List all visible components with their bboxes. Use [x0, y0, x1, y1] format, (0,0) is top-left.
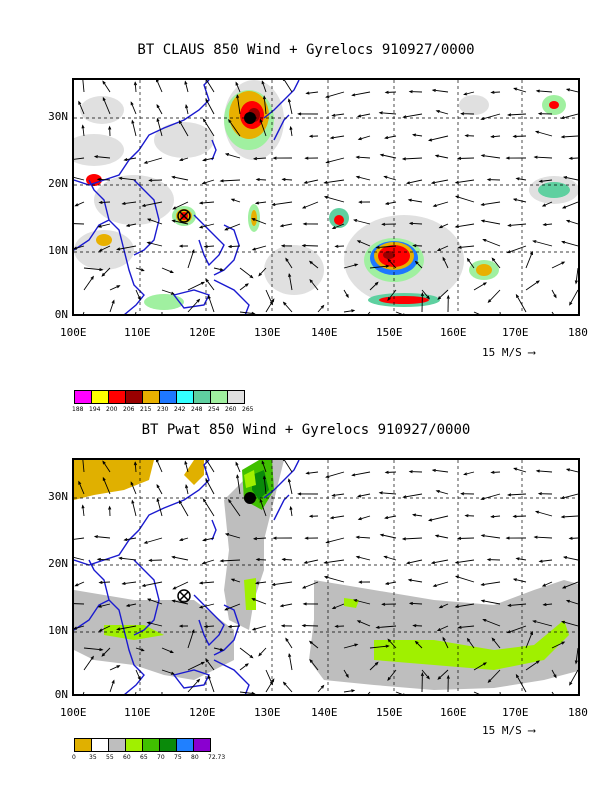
panel2-lon-label: 170E — [502, 706, 529, 719]
colorbar-swatch — [227, 390, 245, 404]
wind-vectors — [74, 460, 578, 694]
panel1-lon-label: 100E — [60, 326, 87, 339]
colorbar-label: 200 — [106, 406, 118, 413]
colorbar-label: 265 — [242, 406, 254, 413]
colorbar-swatch — [108, 738, 126, 752]
panel2-scale-label: 15 M/S ⟶ — [482, 724, 535, 737]
colorbar-label: 260 — [225, 406, 237, 413]
grid-lines — [74, 80, 578, 314]
colorbar-swatch — [176, 738, 194, 752]
colorbar-label: 55 — [106, 754, 114, 761]
panel1-lon-label: 130E — [254, 326, 281, 339]
panel1-lon-label: 180 — [568, 326, 588, 339]
panel2-colorbar — [74, 738, 211, 752]
wind-vectors — [74, 80, 578, 314]
panel2-lon-label: 100E — [60, 706, 87, 719]
colorbar-label: 35 — [89, 754, 97, 761]
colorbar-label: 0 — [72, 754, 76, 761]
colorbar-swatch — [210, 390, 228, 404]
colorbar-label: 206 — [123, 406, 135, 413]
panel1-lon-label: 170E — [502, 326, 529, 339]
colorbar-swatch — [159, 390, 177, 404]
panel1-title: BT CLAUS 850 Wind + Gyrelocs 910927/0000 — [137, 42, 475, 58]
colorbar-swatch — [91, 390, 109, 404]
panel2-lat-label: 20N — [48, 557, 68, 570]
colorbar-swatch — [176, 390, 194, 404]
panel1-lat-label: 0N — [54, 308, 68, 321]
panel2-map — [72, 458, 580, 696]
panel1-lon-label: 150E — [376, 326, 403, 339]
panel1-lat-label: 20N — [48, 177, 68, 190]
colorbar-label: 72.73 — [208, 754, 226, 761]
panel1-lon-label: 110E — [124, 326, 151, 339]
colorbar-label: 230 — [157, 406, 169, 413]
gyre-markers — [177, 112, 256, 223]
panel2-lon-label: 130E — [254, 706, 281, 719]
panel1-map-svg — [74, 80, 578, 314]
panel1-map — [72, 78, 580, 316]
colorbar-swatch — [193, 738, 211, 752]
panel2-map-svg — [74, 460, 578, 694]
panel2-lat-label: 10N — [48, 624, 68, 637]
panel2-lon-label: 180 — [568, 706, 588, 719]
colorbar-label: 188 — [72, 406, 84, 413]
grid-lines — [74, 460, 578, 694]
panel2-lon-label: 150E — [376, 706, 403, 719]
panel1-scale-label: 15 M/S ⟶ — [482, 346, 535, 359]
colorbar-swatch — [142, 738, 160, 752]
gyre-markers — [177, 492, 256, 603]
colorbar-swatch — [74, 738, 92, 752]
colorbar-label: 75 — [174, 754, 182, 761]
panel1-lat-label: 10N — [48, 244, 68, 257]
colorbar-swatch — [74, 390, 92, 404]
colorbar-label: 65 — [140, 754, 148, 761]
colorbar-swatch — [125, 738, 143, 752]
colorbar-label: 194 — [89, 406, 101, 413]
colorbar-label: 248 — [191, 406, 203, 413]
panel2-lon-label: 110E — [124, 706, 151, 719]
pwat-shading — [74, 460, 578, 690]
scale-arrow-icon: ⟶ — [528, 724, 535, 737]
colorbar-swatch — [159, 738, 177, 752]
panel2-lon-label: 140E — [311, 706, 338, 719]
panel1-colorbar — [74, 390, 245, 404]
panel2-lon-label: 120E — [189, 706, 216, 719]
colorbar-label: 70 — [157, 754, 165, 761]
panel2-lon-label: 160E — [440, 706, 467, 719]
colorbar-swatch — [142, 390, 160, 404]
panel2-title: BT Pwat 850 Wind + Gyrelocs 910927/0000 — [141, 422, 471, 438]
colorbar-label: 254 — [208, 406, 220, 413]
panel2-lat-label: 0N — [54, 688, 68, 701]
colorbar-swatch — [91, 738, 109, 752]
colorbar-label: 215 — [140, 406, 152, 413]
colorbar-label: 242 — [174, 406, 186, 413]
panel2-lat-label: 30N — [48, 490, 68, 503]
colorbar-swatch — [108, 390, 126, 404]
panel1-lon-label: 140E — [311, 326, 338, 339]
panel1-lon-label: 120E — [189, 326, 216, 339]
colorbar-label: 80 — [191, 754, 199, 761]
scale-arrow-icon: ⟶ — [528, 346, 535, 359]
colorbar-label: 60 — [123, 754, 131, 761]
panel1-lon-label: 160E — [440, 326, 467, 339]
colorbar-swatch — [193, 390, 211, 404]
colorbar-swatch — [125, 390, 143, 404]
panel1-lat-label: 30N — [48, 110, 68, 123]
